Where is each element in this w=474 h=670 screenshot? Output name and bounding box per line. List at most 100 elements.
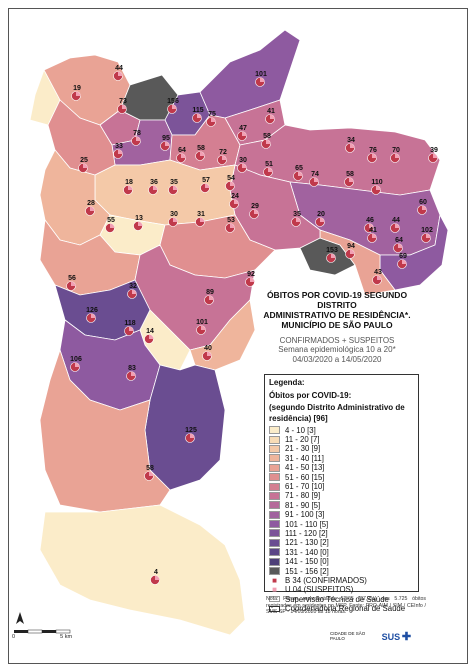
legend-class-label: 141 - 150 [0]	[285, 557, 329, 567]
district-count-label: 40	[204, 345, 212, 352]
suspected-slice	[426, 233, 431, 238]
title-line-2: ADMINISTRATIVO DE RESIDÊNCIA*.	[263, 310, 411, 320]
legend-swatch	[269, 501, 280, 510]
cross-icon: ✚	[401, 631, 412, 643]
legend-swatch	[269, 529, 280, 538]
region-center[interactable]	[94, 159, 236, 226]
supervision-line-icon	[269, 596, 280, 603]
suspected-slice	[197, 113, 202, 118]
legend-class-label: 41 - 50 [13]	[285, 463, 325, 473]
suspected-slice	[132, 289, 137, 294]
confirmed-symbol-icon: ■	[272, 575, 277, 585]
city-logo: CIDADE DE SÃO PAULO	[330, 631, 366, 641]
region-north-east-top[interactable]	[199, 29, 301, 119]
legend-suspected: ■ U 04 (SUSPEITOS)	[269, 585, 414, 594]
district-count-label: 58	[146, 465, 154, 472]
scale-zero: 0	[12, 634, 16, 640]
suspected-slice	[83, 163, 88, 168]
map-title: ÓBITOS POR COVID-19 SEGUNDO DISTRITO ADM…	[262, 290, 412, 365]
legend-class-label: 4 - 10 [3]	[285, 425, 316, 435]
suspected-slice	[205, 183, 210, 188]
period-line-2: 04/03/2020 a 14/05/2020	[292, 355, 382, 364]
region-perus[interactable]	[29, 69, 61, 126]
district-count-label: 153	[326, 247, 338, 254]
legend-class-label: 61 - 70 [10]	[285, 482, 325, 492]
suspected-slice	[118, 71, 123, 76]
legend-class-row: 131 - 140 [0]	[269, 548, 414, 557]
suspected-slice	[200, 151, 205, 156]
legend-class-label: 81 - 90 [5]	[285, 500, 321, 510]
legend-confirmed-label: B 34 (CONFIRMADOS)	[285, 575, 367, 585]
district-count-label: 13	[135, 215, 143, 222]
suspected-slice	[76, 91, 81, 96]
suspected-slice	[209, 295, 214, 300]
district-count-label: 29	[251, 203, 259, 210]
district-count-label: 34	[347, 137, 355, 144]
suspected-slice	[314, 177, 319, 182]
suspected-slice	[402, 259, 407, 264]
sus-logo: SUS	[381, 632, 401, 642]
legend-class-row: 71 - 80 [9]	[269, 491, 414, 500]
district-count-label: 102	[421, 227, 433, 234]
legend-swatch	[269, 491, 280, 500]
district-count-label: 32	[129, 283, 137, 290]
suspected-slice	[131, 371, 136, 376]
district-count-label: 14	[146, 328, 154, 335]
region-parelheiros[interactable]	[39, 348, 171, 513]
legend-class-label: 111 - 120 [2]	[285, 528, 328, 538]
suspected-slice	[75, 362, 80, 367]
legend-class-label: 121 - 130 [2]	[285, 538, 329, 548]
legend-class-label: 151 - 156 [2]	[285, 566, 329, 576]
region-marsilac[interactable]	[39, 504, 246, 636]
legend: Legenda: Óbitos por COVID-19: (segundo D…	[264, 374, 419, 613]
suspected-slice	[155, 575, 160, 580]
suspected-slice	[138, 221, 143, 226]
district-count-label: 110	[371, 179, 382, 186]
suspected-slice	[222, 155, 227, 160]
district-count-label: 24	[231, 193, 239, 200]
district-count-label: 43	[374, 269, 382, 276]
district-count-label: 51	[265, 161, 273, 168]
district-count-label: 31	[197, 211, 205, 218]
suspected-slice	[211, 117, 216, 122]
suspected-slice	[242, 131, 247, 136]
legend-supervision: Supervisão Técnica de Saúde	[269, 595, 414, 604]
legend-class-row: 51 - 60 [15]	[269, 472, 414, 482]
district-count-label: 35	[170, 179, 178, 186]
district-count-label: 101	[196, 319, 208, 326]
legend-class-label: 31 - 40 [11]	[285, 453, 324, 463]
suspected-slice	[172, 104, 177, 109]
district-count-label: 25	[80, 157, 88, 164]
district-count-label: 30	[170, 211, 178, 218]
legend-class-label: 21 - 30 [9]	[285, 444, 321, 454]
suspected-slice	[395, 153, 400, 158]
suspected-slice	[122, 104, 127, 109]
suspected-slice	[270, 114, 275, 119]
suspected-slice	[254, 209, 259, 214]
legend-suspected-label: U 04 (SUSPEITOS)	[285, 585, 354, 595]
legend-class-row: 121 - 130 [2]	[269, 538, 414, 547]
legend-class-row: 91 - 100 [3]	[269, 510, 414, 519]
suspected-slice	[372, 233, 377, 238]
district-count-label: 33	[115, 143, 123, 150]
suspected-slice	[173, 185, 178, 190]
suspected-slice	[90, 206, 95, 211]
district-count-label: 54	[227, 175, 235, 182]
district-labels: 44 19 73 156 115 101 75 41 78 95 33 64 58 72 47 58 70 76 3…	[68, 65, 438, 576]
district-count-label: 126	[86, 307, 98, 314]
district-markers[interactable]	[66, 71, 438, 585]
district-count-label: 58	[263, 133, 271, 140]
district-count-label: 72	[219, 149, 227, 156]
suspected-slice	[173, 217, 178, 222]
suspected-slice	[118, 149, 123, 154]
district-regions[interactable]	[29, 29, 449, 636]
district-count-label: 44	[392, 217, 400, 224]
suspected-slice	[372, 153, 377, 158]
legend-class-row: 111 - 120 [2]	[269, 529, 414, 538]
legend-swatch	[269, 510, 280, 519]
legend-swatch	[269, 548, 280, 557]
district-count-label: 58	[346, 171, 354, 178]
district-count-label: 57	[202, 177, 210, 184]
district-count-label: 92	[247, 271, 255, 278]
